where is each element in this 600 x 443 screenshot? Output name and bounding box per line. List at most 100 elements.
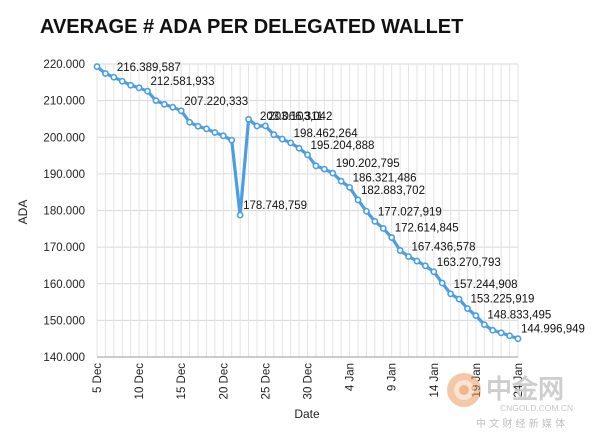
y-tick-label: 180.000 (43, 206, 85, 218)
y-tick-label: 210.000 (43, 96, 85, 108)
data-point (203, 125, 210, 133)
data-label: 207.220,333 (184, 96, 248, 108)
data-label: 163.270,793 (437, 257, 501, 269)
data-point (186, 118, 194, 126)
data-point (278, 135, 286, 143)
x-axis-ticks: 5 Dec 10 Dec 15 Dec 20 Dec 25 Dec 30 Dec 4 Jan… (92, 363, 525, 400)
data-point (304, 151, 311, 159)
data-point (413, 257, 421, 265)
y-tick-label: 140.000 (43, 352, 85, 364)
data-point (102, 70, 109, 77)
data-labels: 216.389,587 212.581,933 207.220,333 178.748… (117, 62, 585, 335)
data-label: 195.204,888 (311, 140, 375, 152)
x-tick-label: 30 Dec (303, 363, 315, 400)
x-tick-label: 19 Jan (471, 363, 483, 398)
watermark: 中金网 CNGOLD.COM.CN 中 文 财 经 新 媒 体 (447, 373, 573, 430)
data-label: 203.066,311 (260, 111, 323, 123)
data-point (320, 165, 328, 173)
data-point (354, 196, 362, 204)
data-point (337, 177, 345, 185)
data-point (480, 321, 488, 329)
x-tick-label: 15 Dec (176, 363, 188, 400)
data-label: 157.244,908 (454, 279, 518, 291)
data-point (371, 217, 379, 225)
data-point (447, 290, 455, 298)
y-axis-label: ADA (16, 200, 30, 225)
watermark-subtitle: 中 文 财 经 新 媒 体 (476, 417, 565, 430)
data-label: 172.614,845 (395, 223, 459, 235)
data-point (194, 122, 202, 130)
data-point (472, 312, 480, 320)
x-tick-label: 4 Jan (345, 363, 357, 391)
data-point (506, 332, 513, 340)
data-point (127, 81, 135, 89)
data-point (438, 279, 446, 287)
data-point (421, 262, 429, 270)
data-point (110, 73, 118, 81)
data-point (253, 122, 261, 130)
data-point (363, 207, 370, 215)
data-label: 212.581,933 (151, 76, 215, 88)
data-label: 216.389,587 (117, 62, 181, 74)
data-point (270, 131, 278, 139)
watermark-domain: CNGOLD.COM.CN (500, 403, 573, 413)
y-tick-label: 220.000 (43, 59, 85, 71)
x-tick-label: 20 Dec (218, 363, 230, 400)
data-label: 190.202,795 (336, 158, 400, 170)
data-point (177, 107, 185, 115)
data-label: 177.027,919 (378, 206, 442, 218)
x-tick-label: 10 Dec (134, 363, 146, 400)
data-point (135, 84, 143, 92)
x-tick-label: 9 Jan (387, 363, 399, 391)
y-tick-label: 150.000 (43, 315, 85, 327)
data-point (236, 211, 244, 219)
watermark-logo-text: 中金网 (486, 374, 564, 405)
data-point (346, 183, 353, 191)
x-tick-label: 5 Dec (92, 363, 104, 393)
data-point (379, 225, 387, 232)
data-point (261, 122, 269, 130)
y-axis-ticks: 140.000 150.000 160.000 170.000 180.000 190.0… (43, 59, 85, 364)
data-point (211, 129, 219, 136)
data-point (152, 97, 160, 105)
data-label: 186.321,486 (353, 172, 417, 184)
data-label: 144.996,949 (521, 324, 585, 336)
data-label: 167.436,578 (412, 242, 476, 254)
data-point (287, 139, 295, 147)
data-point (118, 77, 126, 85)
chart-title: AVERAGE # ADA PER DELEGATED WALLET (40, 16, 463, 38)
x-axis-label: Date (294, 407, 320, 421)
y-tick-label: 190.000 (43, 169, 85, 181)
data-point (405, 253, 412, 260)
data-point (329, 169, 337, 177)
data-point (144, 87, 151, 95)
data-point (312, 162, 320, 170)
data-point (497, 329, 505, 337)
data-point (489, 326, 497, 334)
data-point (430, 268, 438, 276)
data-label: 203.103,042 (268, 111, 332, 123)
y-tick-label: 200.000 (43, 132, 85, 144)
data-point (245, 115, 252, 123)
data-point (169, 103, 177, 111)
x-tick-label: 24 Jan (513, 363, 525, 398)
data-label: 182.883,702 (361, 185, 425, 197)
x-tick-label: 14 Jan (429, 363, 441, 398)
data-point (464, 305, 471, 312)
data-label: 198.462,264 (294, 128, 359, 140)
x-tick-label: 25 Dec (260, 363, 272, 400)
data-label: 153.225,919 (470, 294, 534, 306)
data-point (514, 335, 522, 343)
data-point (455, 295, 463, 303)
data-label: 178.748,759 (243, 200, 307, 212)
series-points (93, 63, 522, 343)
data-point (396, 247, 404, 254)
data-point (160, 100, 168, 108)
data-point (228, 136, 236, 144)
data-point (93, 63, 101, 70)
data-point (219, 132, 227, 140)
y-tick-label: 160.000 (43, 279, 85, 291)
y-tick-label: 170.000 (43, 242, 85, 254)
data-label: 148.833,495 (487, 310, 551, 322)
